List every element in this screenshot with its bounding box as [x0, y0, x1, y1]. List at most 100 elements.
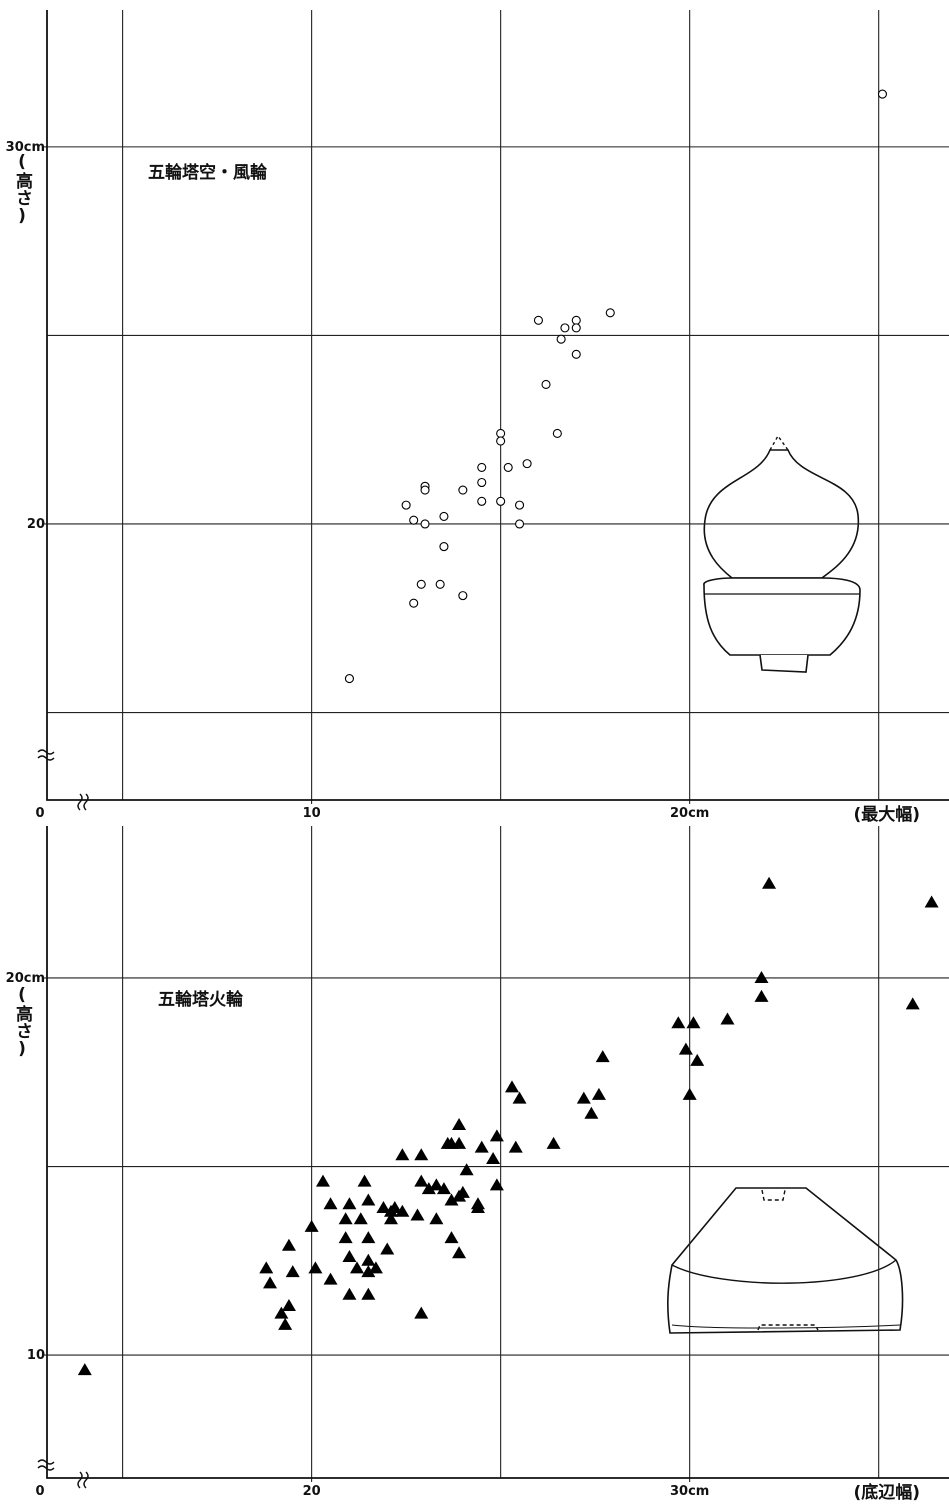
point: [754, 989, 769, 1002]
point: [376, 1200, 391, 1213]
point: [384, 1212, 399, 1225]
point: [595, 1050, 610, 1063]
point: [409, 598, 419, 608]
point: [591, 1087, 606, 1100]
point: [560, 323, 570, 333]
point: [905, 997, 920, 1010]
point: [470, 1200, 485, 1213]
point: [489, 1178, 504, 1191]
point: [477, 477, 487, 488]
point: [754, 970, 769, 983]
point: [338, 1212, 353, 1225]
axis-line: [46, 10, 949, 801]
point: [762, 876, 777, 889]
point: [503, 462, 513, 472]
point: [571, 315, 581, 325]
point: [285, 1265, 300, 1278]
point: [452, 1136, 467, 1149]
point: [452, 1118, 467, 1131]
point: [429, 1178, 444, 1191]
point: [496, 428, 506, 439]
point: [571, 349, 581, 359]
point: [414, 1306, 429, 1319]
point: [274, 1306, 289, 1319]
point: [278, 1317, 293, 1330]
point: [458, 485, 468, 495]
point: [323, 1272, 338, 1285]
point: [682, 1087, 697, 1100]
y-axis-label: (高さ): [12, 152, 33, 226]
point: [338, 1231, 353, 1244]
point: [315, 1174, 330, 1187]
point: [342, 1250, 357, 1263]
x-tick-label: 10: [303, 806, 321, 821]
point: [420, 519, 430, 529]
inset-drawing: [667, 1187, 904, 1334]
point: [410, 1208, 425, 1221]
point: [323, 1197, 338, 1210]
origin-label: 0: [35, 806, 44, 821]
point: [409, 515, 419, 525]
point: [474, 1140, 489, 1153]
point: [435, 579, 445, 589]
point: [477, 462, 487, 472]
x-axis-label: (最大幅): [853, 804, 920, 825]
point: [361, 1193, 376, 1206]
chart-title: 五輪塔火輪: [158, 989, 244, 1010]
x-tick-label: 30cm: [670, 1484, 709, 1499]
point: [508, 1140, 523, 1153]
point: [395, 1148, 410, 1161]
point: [420, 485, 430, 495]
point: [512, 1091, 527, 1104]
axis-line: [46, 826, 949, 1479]
y-tick-label: 30cm: [6, 140, 45, 155]
point: [458, 591, 468, 601]
x-tick-label: 20: [303, 1484, 321, 1499]
point: [477, 496, 487, 506]
point: [514, 519, 525, 529]
point: [357, 1174, 372, 1187]
point: [416, 579, 426, 589]
point: [571, 323, 581, 333]
point: [421, 1182, 436, 1195]
point: [353, 1212, 368, 1225]
point: [342, 1197, 357, 1210]
point: [263, 1276, 278, 1289]
point: [368, 1261, 383, 1274]
point: [342, 1287, 357, 1300]
chart-title: 五輪塔空・風輪: [148, 162, 268, 183]
point: [304, 1219, 319, 1232]
point: [605, 308, 615, 318]
point: [77, 1363, 92, 1376]
x-tick-label: 20cm: [670, 806, 709, 821]
point: [877, 89, 888, 99]
point: [496, 496, 506, 506]
inset-drawing: [703, 434, 861, 673]
point: [504, 1080, 519, 1093]
point: [444, 1231, 459, 1244]
point: [439, 542, 449, 552]
point: [546, 1136, 561, 1149]
point: [720, 1012, 735, 1025]
point: [489, 1129, 504, 1142]
y-tick-label: 10: [27, 1348, 45, 1363]
chart: 10 20cm 20 30cm 0 五輪塔空・風輪 (最大幅) (高さ): [6, 10, 949, 825]
point: [281, 1299, 296, 1312]
point: [678, 1042, 693, 1055]
point: [395, 1204, 410, 1217]
point: [686, 1016, 701, 1029]
y-axis-label: (高さ): [12, 985, 33, 1059]
point: [496, 436, 506, 446]
point: [401, 500, 411, 510]
x-axis-label: (底辺幅): [853, 1482, 920, 1503]
point: [514, 500, 525, 510]
point: [429, 1212, 444, 1225]
point: [361, 1287, 376, 1300]
y-tick-label: 20cm: [6, 971, 45, 986]
point: [924, 895, 939, 908]
point: [281, 1238, 296, 1251]
point: [486, 1151, 501, 1164]
point: [459, 1163, 474, 1176]
point: [414, 1148, 429, 1161]
